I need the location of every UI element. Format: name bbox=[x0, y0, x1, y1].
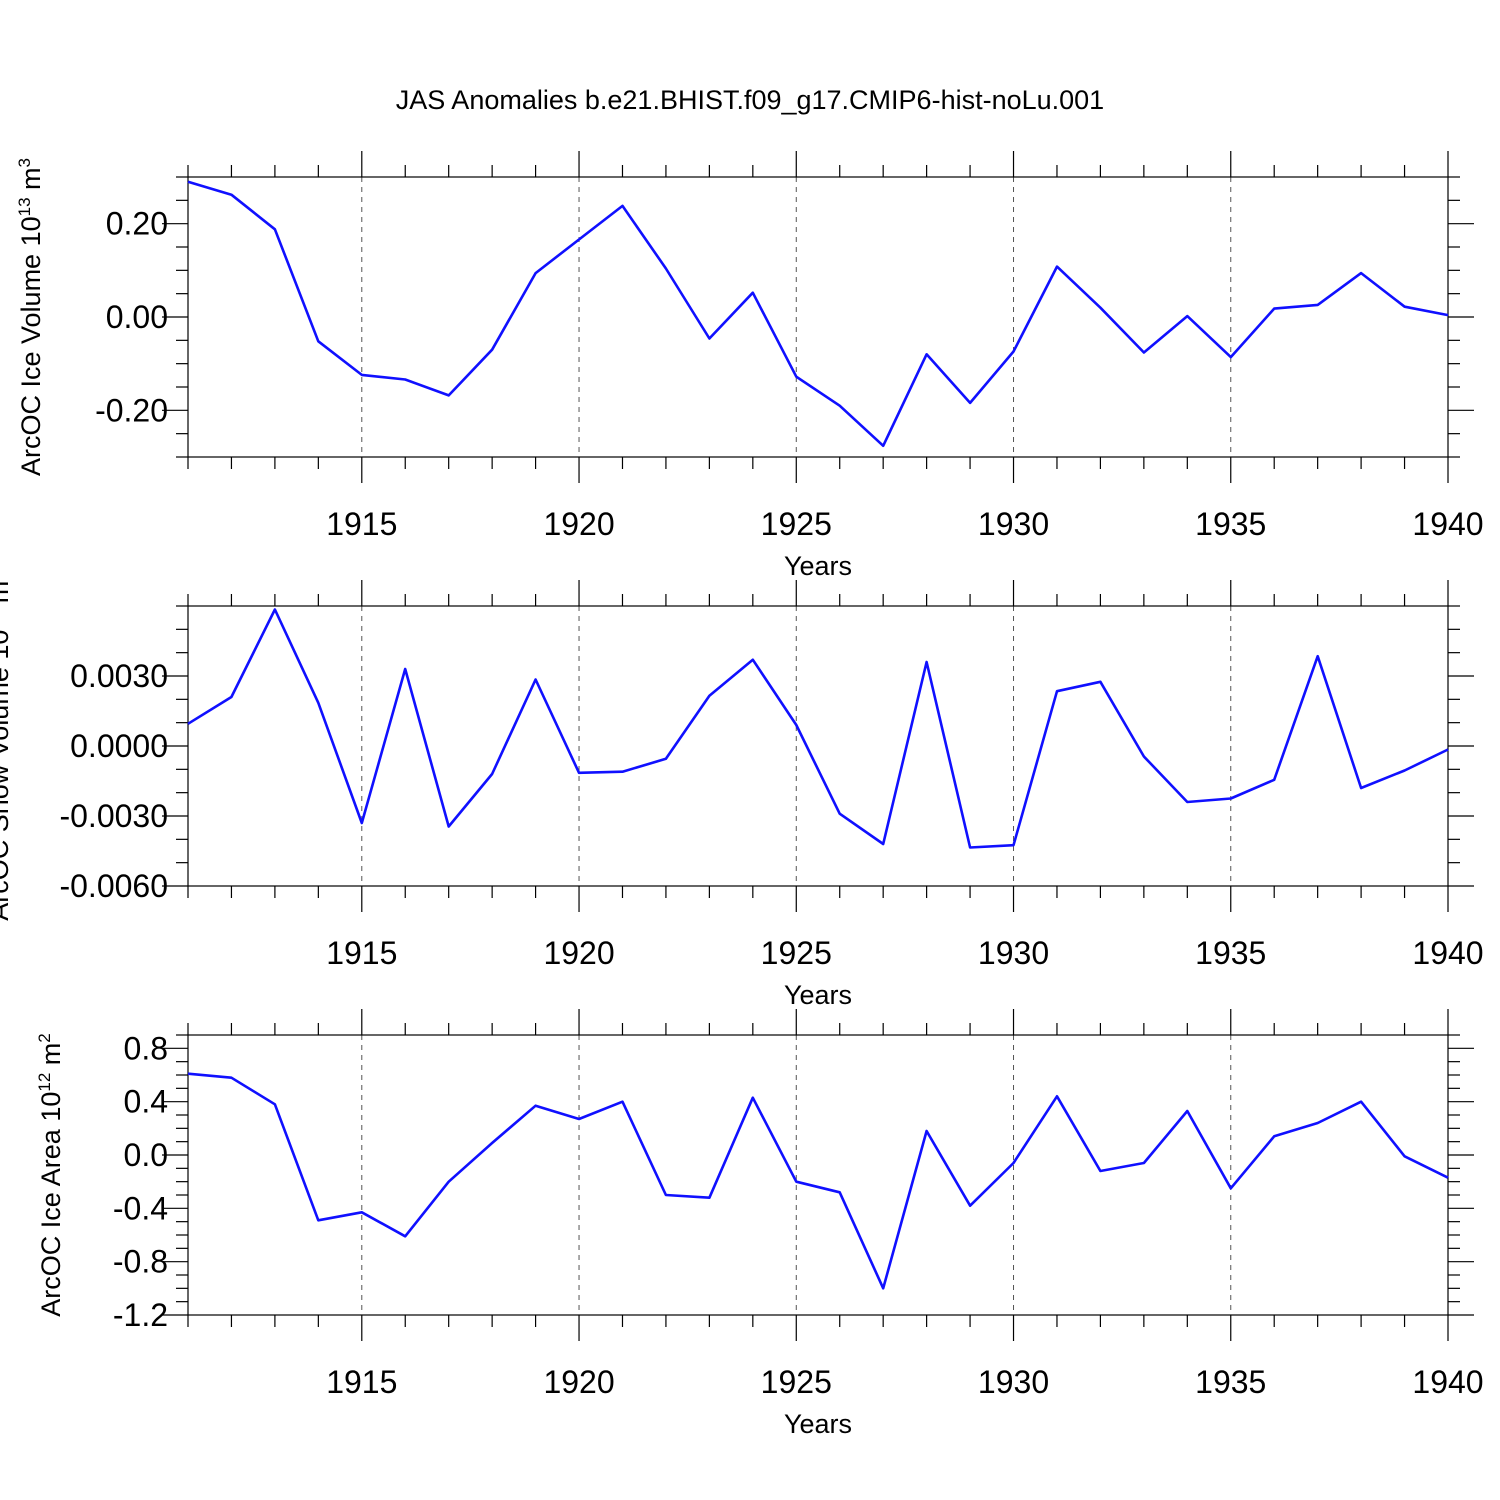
y-tick-label: -0.8 bbox=[113, 1244, 168, 1280]
x-tick-label: 1935 bbox=[1195, 506, 1266, 542]
y-tick-label: -1.2 bbox=[113, 1297, 168, 1333]
x-tick-label: 1925 bbox=[761, 1364, 832, 1400]
series-line bbox=[187, 180, 1449, 448]
series-line bbox=[187, 608, 1449, 849]
x-tick-label: 1920 bbox=[543, 1364, 614, 1400]
y-tick-label: -0.0060 bbox=[59, 868, 168, 904]
x-tick-label: 1940 bbox=[1412, 1364, 1483, 1400]
x-tick-label: 1940 bbox=[1412, 506, 1483, 542]
x-tick-label: 1920 bbox=[543, 935, 614, 971]
x-tick-label: 1930 bbox=[978, 1364, 1049, 1400]
x-tick-label: 1915 bbox=[326, 1364, 397, 1400]
y-tick-label: -0.4 bbox=[113, 1190, 168, 1226]
x-tick-label: 1930 bbox=[978, 506, 1049, 542]
x-tick-label: 1940 bbox=[1412, 935, 1483, 971]
x-tick-label: 1920 bbox=[543, 506, 614, 542]
y-tick-label: 0.00 bbox=[106, 299, 168, 335]
chart-title: JAS Anomalies b.e21.BHIST.f09_g17.CMIP6-… bbox=[396, 85, 1104, 115]
plot-panel-3: -1.2 -0.8 -0.4 0.0 0.4 0.8 1915 1920 1925 1930 193… bbox=[35, 1009, 1484, 1439]
y-tick-label: 0.0 bbox=[124, 1137, 168, 1173]
plot-frame bbox=[187, 176, 1449, 458]
y-tick-label: 0.0000 bbox=[70, 728, 168, 764]
plot-frame bbox=[187, 1034, 1449, 1316]
y-tick-label: -0.0030 bbox=[59, 798, 168, 834]
x-axis-title: Years bbox=[784, 980, 852, 1010]
plot-panel-2: -0.0060 -0.0030 0.0000 0.0030 1915 1920 1925 19… bbox=[0, 571, 1484, 1010]
x-tick-label: 1915 bbox=[326, 935, 397, 971]
y-axis-title: ArcOC Ice Area 1012 m2 bbox=[35, 1033, 66, 1317]
y-axis-title: ArcOC Snow Volume 1012 m3 bbox=[0, 571, 14, 921]
x-tick-label: 1925 bbox=[761, 506, 832, 542]
y-tick-label: -0.20 bbox=[95, 392, 168, 428]
y-tick-label: 0.4 bbox=[124, 1084, 168, 1120]
x-tick-label: 1915 bbox=[326, 506, 397, 542]
y-axis-title: ArcOC Ice Volume 1013 m3 bbox=[15, 158, 46, 476]
x-axis-title: Years bbox=[784, 1409, 852, 1439]
x-axis-title: Years bbox=[784, 551, 852, 581]
y-tick-label: 0.0030 bbox=[70, 658, 168, 694]
plot-panel-1: -0.20 0.00 0.20 1915 1920 1925 1930 1935 1940 Yea… bbox=[15, 151, 1484, 581]
x-tick-label: 1935 bbox=[1195, 1364, 1266, 1400]
y-tick-label: 0.20 bbox=[106, 206, 168, 242]
series-line bbox=[187, 1072, 1449, 1290]
x-tick-label: 1925 bbox=[761, 935, 832, 971]
x-tick-label: 1935 bbox=[1195, 935, 1266, 971]
y-tick-label: 0.8 bbox=[124, 1030, 168, 1066]
x-tick-label: 1930 bbox=[978, 935, 1049, 971]
plot-frame bbox=[187, 605, 1449, 887]
